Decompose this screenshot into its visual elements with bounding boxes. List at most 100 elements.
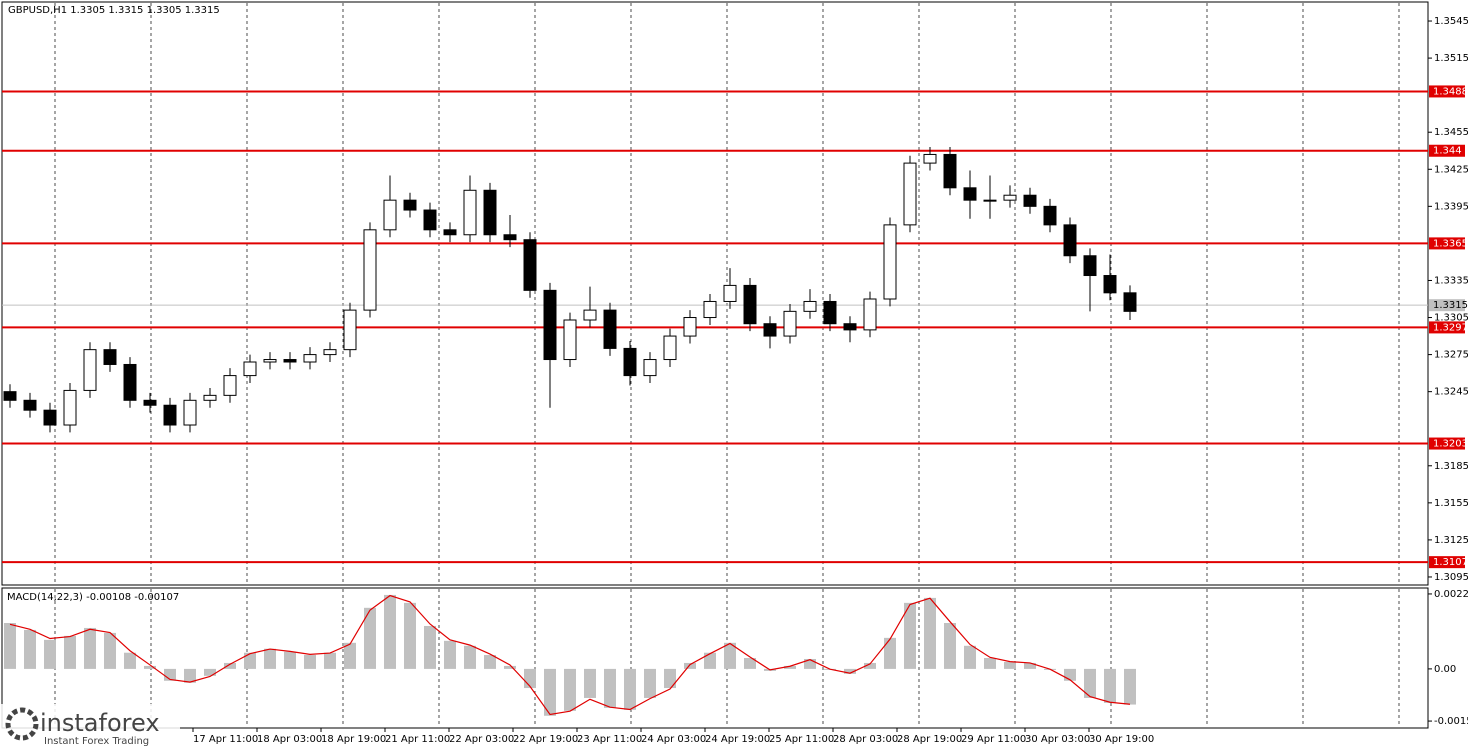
level-label: 1.3488 bbox=[1433, 86, 1468, 97]
candle-body bbox=[523, 239, 537, 291]
macd-bar bbox=[124, 652, 136, 669]
level-label: 1.3365 bbox=[1433, 238, 1468, 249]
y-tick-label: 0.00 bbox=[1434, 664, 1456, 675]
x-tick-label: 17 Apr 11:00 bbox=[193, 734, 258, 745]
y-tick-label: 1.3335 bbox=[1434, 275, 1468, 286]
macd-bar bbox=[564, 668, 576, 711]
candle-body bbox=[603, 309, 617, 349]
macd-bar bbox=[784, 665, 796, 669]
macd-bar bbox=[984, 658, 996, 669]
price-frame bbox=[1, 1, 1429, 586]
level-label-bg bbox=[1429, 237, 1465, 250]
macd-bar bbox=[704, 652, 716, 669]
y-tick-label: 1.3275 bbox=[1434, 350, 1468, 361]
macd-bar bbox=[244, 652, 256, 669]
candle-body bbox=[763, 323, 777, 337]
x-tick-label: 18 Apr 19:00 bbox=[321, 734, 386, 745]
candle-body bbox=[923, 153, 937, 164]
candle-body bbox=[983, 199, 997, 202]
y-tick-label: 1.3545 bbox=[1434, 16, 1468, 27]
candle-body bbox=[283, 359, 297, 363]
candle-body bbox=[143, 399, 157, 406]
macd-bar bbox=[364, 607, 376, 669]
macd-bar bbox=[724, 642, 736, 669]
level-label: 1.3297 bbox=[1433, 322, 1468, 333]
x-tick-label: 18 Apr 03:00 bbox=[257, 734, 322, 745]
candle-body bbox=[583, 309, 597, 321]
candle-body bbox=[243, 361, 257, 377]
level-label: 1.3203 bbox=[1433, 439, 1468, 450]
macd-bar bbox=[1064, 668, 1076, 681]
y-tick-label: 1.3155 bbox=[1434, 498, 1468, 509]
candle-body bbox=[743, 284, 757, 325]
macd-bar bbox=[864, 662, 876, 669]
candle-body bbox=[843, 323, 857, 331]
y-tick-label: 1.3455 bbox=[1434, 127, 1468, 138]
macd-bar bbox=[524, 668, 536, 689]
level-label-bg bbox=[1429, 556, 1465, 569]
candle-body bbox=[1123, 292, 1137, 312]
candle-body bbox=[463, 189, 477, 236]
macd-bar bbox=[944, 623, 956, 669]
macd-bar bbox=[964, 645, 976, 669]
macd-bar bbox=[304, 655, 316, 669]
macd-bar bbox=[644, 668, 656, 698]
candle-body bbox=[183, 399, 197, 426]
candle-body bbox=[363, 229, 377, 311]
candle-body bbox=[903, 162, 917, 226]
macd-bar bbox=[144, 665, 156, 669]
macd-bar bbox=[1024, 662, 1036, 669]
x-tick-label: 28 Apr 19:00 bbox=[897, 734, 962, 745]
macd-bar bbox=[424, 625, 436, 669]
candle-body bbox=[1103, 275, 1117, 294]
x-tick-label: 24 Apr 19:00 bbox=[705, 734, 770, 745]
candle-body bbox=[663, 335, 677, 361]
y-tick-label: 1.3125 bbox=[1434, 535, 1468, 546]
macd-bar bbox=[604, 668, 616, 708]
x-tick-label: 29 Apr 11:00 bbox=[961, 734, 1026, 745]
y-tick-label: 1.3425 bbox=[1434, 164, 1468, 175]
candle-body bbox=[63, 389, 77, 426]
macd-bar bbox=[1004, 661, 1016, 669]
candle-body bbox=[423, 209, 437, 231]
macd-bar bbox=[484, 655, 496, 669]
logo: instaforex Instant Forex Trading bbox=[0, 704, 180, 750]
x-tick-label: 24 Apr 03:00 bbox=[641, 734, 706, 745]
x-tick-label: 28 Apr 03:00 bbox=[833, 734, 898, 745]
macd-bar bbox=[404, 602, 416, 669]
candle-body bbox=[43, 409, 57, 426]
candle-body bbox=[123, 363, 137, 401]
y-tick-label: 1.3515 bbox=[1434, 53, 1468, 64]
candle-body bbox=[503, 234, 517, 241]
candle-body bbox=[1063, 224, 1077, 257]
candle-body bbox=[83, 349, 97, 391]
macd-bar bbox=[184, 668, 196, 683]
last-price-label: 1.3315 bbox=[1433, 300, 1468, 311]
candle-body bbox=[683, 317, 697, 337]
signal-line bbox=[9, 594, 1131, 716]
level-label-bg bbox=[1429, 437, 1465, 450]
macd-bar bbox=[1084, 668, 1096, 698]
macd-bar bbox=[804, 658, 816, 669]
macd-bar bbox=[464, 645, 476, 669]
candle-body bbox=[223, 375, 237, 396]
candle-body bbox=[103, 349, 117, 365]
candle-body bbox=[943, 153, 957, 189]
candle-body bbox=[643, 359, 657, 377]
y-tick-label: 0.00227 bbox=[1434, 589, 1468, 600]
chart-title: GBPUSD,H1 1.3305 1.3315 1.3305 1.3315 bbox=[8, 5, 220, 16]
macd-bar bbox=[444, 640, 456, 669]
macd-bar bbox=[884, 637, 896, 669]
macd-bar bbox=[544, 668, 556, 716]
candle-body bbox=[163, 404, 177, 426]
level-label-bg bbox=[1429, 85, 1465, 98]
macd-bar bbox=[4, 623, 16, 669]
macd-bar bbox=[1124, 668, 1136, 705]
candle-body bbox=[803, 300, 817, 312]
level-label-bg bbox=[1429, 321, 1465, 334]
candle-body bbox=[563, 319, 577, 361]
macd-bar bbox=[84, 627, 96, 669]
candle-body bbox=[323, 349, 337, 356]
macd-bar bbox=[664, 668, 676, 689]
